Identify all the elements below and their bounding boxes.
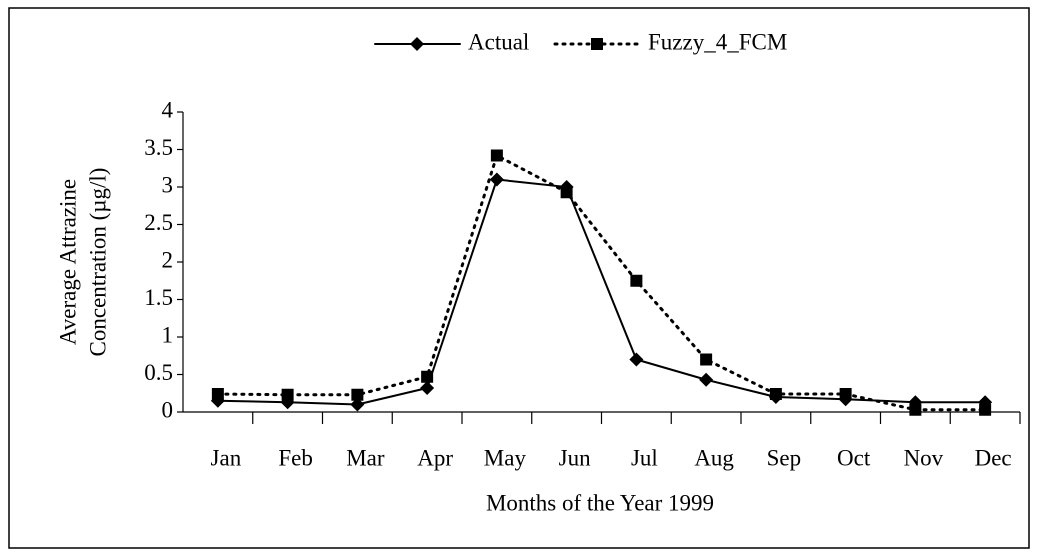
- x-tick-label: Feb: [278, 445, 313, 470]
- x-tick-label: Dec: [975, 445, 1012, 470]
- y-tick-label: 4: [162, 97, 174, 122]
- data-point: [490, 149, 503, 162]
- data-point: [489, 172, 504, 187]
- data-point: [909, 403, 922, 416]
- y-tick-label: 0.5: [144, 360, 173, 385]
- data-point: [699, 372, 714, 387]
- x-tick-label: May: [484, 445, 527, 470]
- y-tick-label: 2.5: [144, 210, 173, 235]
- y-tick-label: 0: [162, 397, 174, 422]
- data-point: [351, 388, 364, 401]
- legend-marker: [410, 37, 424, 51]
- data-point: [630, 274, 643, 287]
- y-tick-label: 1: [162, 322, 174, 347]
- x-tick-label: Nov: [904, 445, 944, 470]
- x-tick-label: Jan: [211, 445, 242, 470]
- legend-label: Fuzzy_4_FCM: [648, 29, 787, 54]
- series-line: [216, 153, 987, 412]
- y-tick-label: 1.5: [144, 285, 173, 310]
- y-axis-title: Average Attrazine: [55, 179, 80, 345]
- data-point: [769, 388, 782, 400]
- y-tick-label: 2: [162, 247, 174, 272]
- data-point: [421, 370, 434, 383]
- x-axis-title: Months of the Year 1999: [486, 490, 714, 515]
- legend-label: Actual: [468, 29, 529, 54]
- data-point: [211, 388, 224, 400]
- chart-frame: [8, 7, 1030, 549]
- y-axis-title: Concentration (µg/l): [85, 168, 110, 357]
- x-tick-label: Aug: [694, 445, 734, 470]
- data-point: [979, 403, 992, 416]
- x-tick-label: Oct: [837, 445, 871, 470]
- data-point: [281, 388, 294, 401]
- data-point: [420, 381, 435, 395]
- legend-marker: [591, 38, 603, 50]
- series-line: [216, 178, 987, 406]
- data-point: [839, 388, 852, 400]
- x-tick-label: Sep: [767, 445, 802, 470]
- y-tick-label: 3: [162, 172, 174, 197]
- data-point: [700, 353, 713, 366]
- x-tick-label: Apr: [417, 445, 453, 470]
- x-tick-label: Jul: [631, 445, 658, 470]
- x-tick-label: Jun: [559, 445, 591, 470]
- data-point: [350, 397, 365, 412]
- data-point: [560, 186, 573, 199]
- data-point: [629, 352, 644, 367]
- y-tick-label: 3.5: [144, 135, 173, 160]
- x-tick-label: Mar: [346, 445, 385, 470]
